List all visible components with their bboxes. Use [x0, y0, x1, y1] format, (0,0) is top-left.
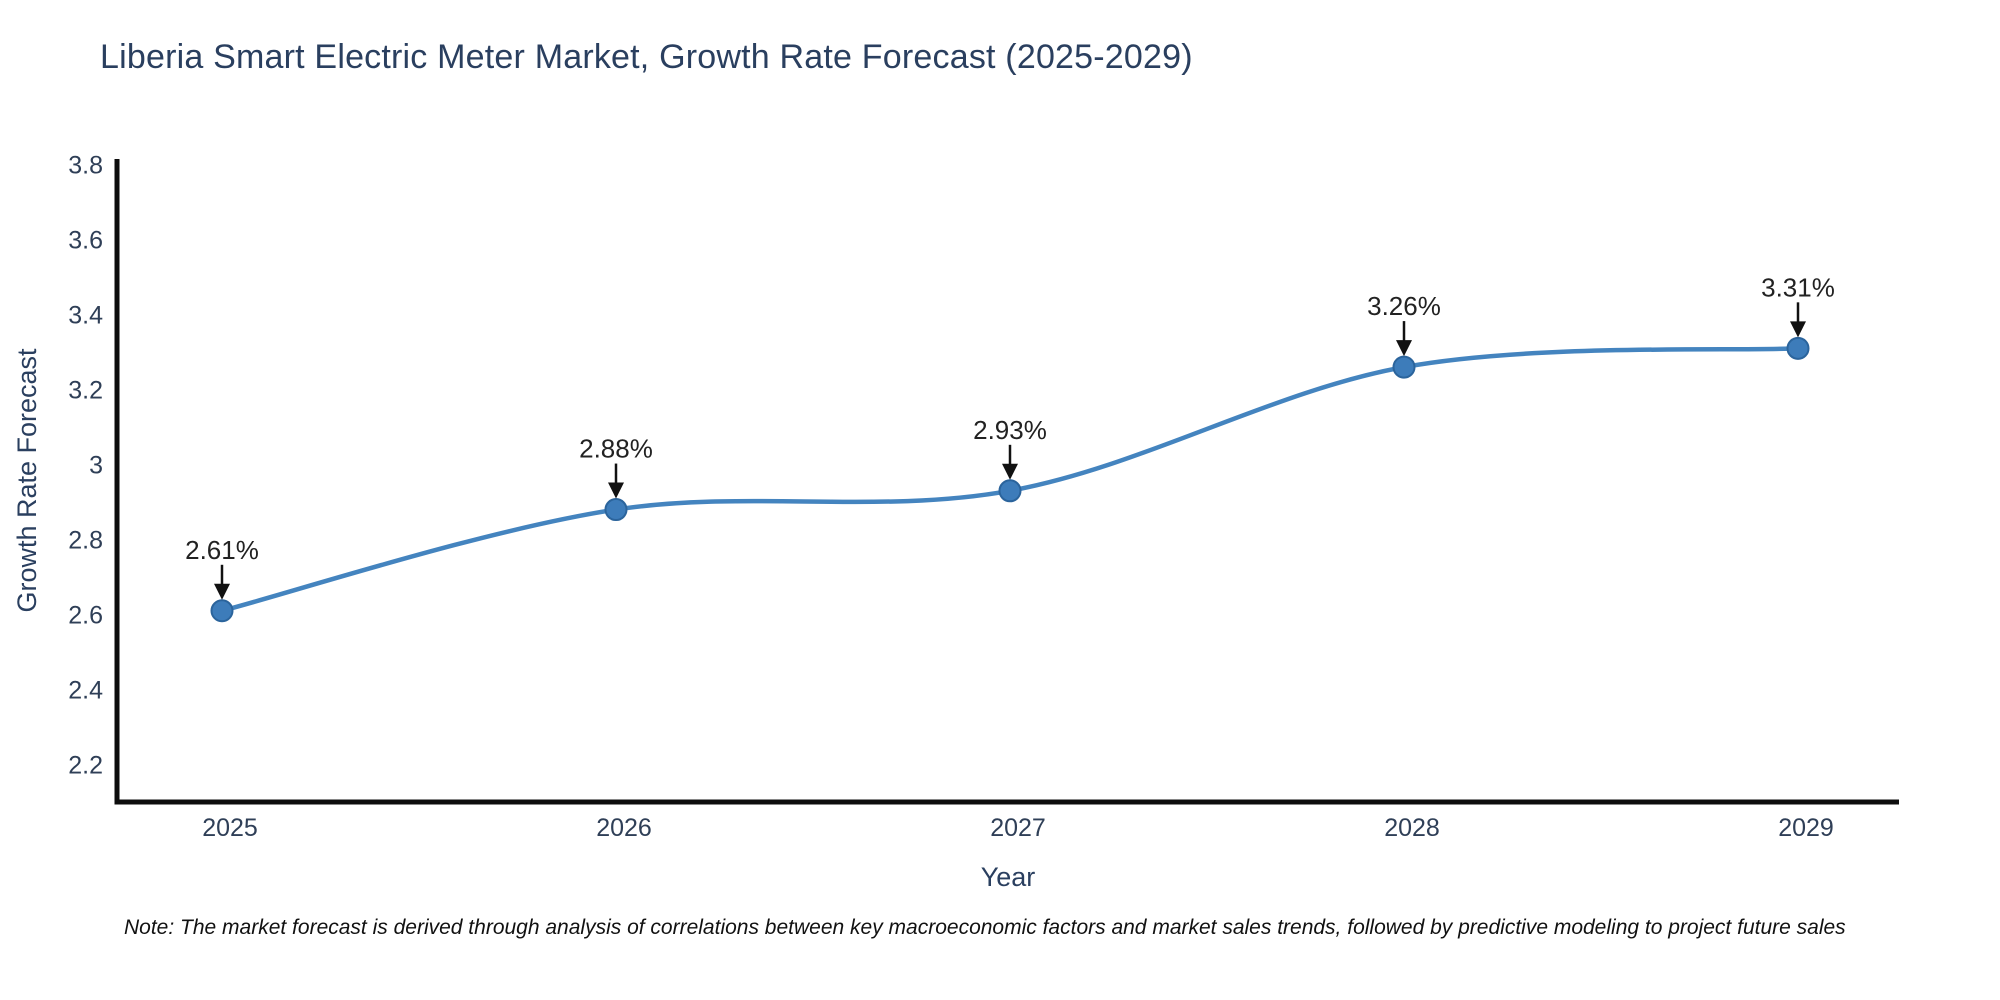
data-point-marker — [1786, 336, 1810, 360]
down-arrow-icon — [214, 583, 230, 600]
y-tick-label: 3.6 — [68, 227, 103, 255]
annotation-label: 2.88% — [579, 434, 653, 464]
x-tick-label: 2028 — [1384, 814, 1440, 842]
y-tick-label: 3 — [89, 452, 103, 480]
data-point-marker — [210, 599, 234, 623]
annotation-label: 3.31% — [1761, 272, 1835, 302]
annotation-label: 2.93% — [973, 415, 1047, 445]
x-tick-label: 2026 — [596, 814, 652, 842]
down-arrow-icon — [1790, 321, 1806, 338]
down-arrow-icon — [608, 482, 624, 499]
annotation-label: 2.61% — [185, 535, 259, 565]
annotation-label: 3.26% — [1367, 291, 1441, 321]
data-point-marker — [604, 498, 628, 522]
x-axis-title: Year — [981, 862, 1036, 892]
x-tick-label: 2025 — [202, 814, 258, 842]
down-arrow-icon — [1002, 463, 1018, 480]
y-tick-label: 2.8 — [68, 527, 103, 555]
y-tick-label: 3.4 — [68, 302, 103, 330]
y-tick-label: 3.2 — [68, 377, 103, 405]
y-tick-label: 2.6 — [68, 602, 103, 630]
chart-title: Liberia Smart Electric Meter Market, Gro… — [100, 38, 1193, 76]
y-axis-title: Growth Rate Forecast — [12, 348, 42, 613]
y-tick-label: 2.2 — [68, 752, 103, 780]
y-tick-label: 3.8 — [68, 152, 103, 180]
x-tick-label: 2027 — [990, 814, 1046, 842]
chart-footnote: Note: The market forecast is derived thr… — [124, 916, 1846, 939]
x-tick-label: 2029 — [1778, 814, 1834, 842]
y-tick-label: 2.4 — [68, 677, 103, 705]
data-point-marker — [1392, 355, 1416, 379]
data-point-marker — [998, 479, 1022, 503]
down-arrow-icon — [1396, 340, 1412, 357]
